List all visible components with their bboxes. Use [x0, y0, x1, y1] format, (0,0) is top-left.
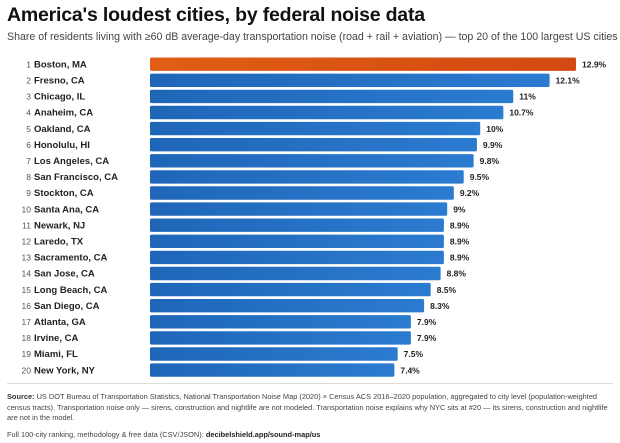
value-label: 8.9%	[450, 253, 470, 263]
city-label: Atlanta, GA	[34, 317, 86, 328]
value-label: 10%	[486, 124, 503, 134]
chart-subtitle: Share of residents living with ≥60 dB av…	[7, 31, 618, 43]
rank-number: 19	[22, 349, 32, 359]
city-label: Irvine, CA	[34, 333, 78, 344]
bar	[150, 138, 477, 152]
value-label: 7.4%	[400, 365, 420, 375]
value-label: 8.8%	[447, 269, 467, 279]
city-label: San Francisco, CA	[34, 172, 118, 183]
city-label: Miami, FL	[34, 349, 78, 360]
city-label: Stockton, CA	[34, 188, 94, 199]
city-label: Laredo, TX	[34, 237, 84, 248]
city-label: New York, NY	[34, 365, 96, 376]
full-ranking-text: Full 100-city ranking, methodology & fre…	[7, 430, 204, 439]
bar	[150, 202, 448, 216]
value-label: 12.1%	[556, 76, 581, 86]
value-label: 9.8%	[480, 156, 500, 166]
bar	[150, 234, 444, 248]
data-link[interactable]: decibelshield.app/sound-map/us	[205, 430, 321, 439]
value-label: 8.9%	[450, 220, 470, 230]
bar	[150, 73, 550, 87]
city-label: Honolulu, HI	[34, 140, 90, 151]
bar	[150, 186, 454, 200]
bar-highlight	[150, 57, 576, 71]
bar	[150, 299, 425, 313]
value-label: 8.9%	[450, 237, 470, 247]
bar	[150, 89, 514, 104]
rank-number: 15	[22, 285, 32, 295]
city-label: Santa Ana, CA	[34, 204, 99, 215]
rank-number: 17	[22, 317, 32, 327]
value-label: 9.5%	[470, 172, 490, 182]
value-label: 9%	[453, 204, 466, 214]
rank-number: 20	[22, 365, 32, 375]
city-label: Sacramento, CA	[34, 253, 108, 264]
rank-number: 3	[26, 92, 31, 102]
rank-number: 7	[26, 156, 31, 166]
rank-number: 12	[22, 237, 32, 247]
bar	[150, 250, 444, 265]
full-ranking-note: Full 100-city ranking, methodology & fre…	[7, 430, 613, 439]
rank-number: 4	[26, 108, 31, 118]
value-label: 9.9%	[483, 140, 503, 150]
rank-number: 6	[26, 140, 31, 150]
chart-title: America's loudest cities, by federal noi…	[7, 4, 425, 26]
bar	[150, 154, 474, 168]
city-label: Chicago, IL	[34, 92, 85, 103]
bar	[150, 363, 395, 377]
rank-number: 9	[26, 188, 31, 198]
city-label: Fresno, CA	[34, 76, 85, 87]
rank-number: 2	[26, 76, 31, 86]
city-label: Newark, NJ	[34, 220, 85, 231]
rank-number: 14	[22, 269, 32, 279]
value-label: 7.9%	[417, 317, 437, 327]
bar-chart: 1 Boston, MA 12.9% 2 Fresno, CA 12.1% 3 Chicago…	[22, 57, 607, 377]
source-text: US DOT Bureau of Transportation Statisti…	[7, 392, 608, 423]
bar	[150, 170, 464, 184]
rank-number: 10	[22, 204, 32, 214]
value-label: 8.5%	[437, 285, 457, 295]
bar	[150, 282, 431, 297]
rank-number: 11	[22, 220, 31, 230]
rank-number: 1	[26, 59, 31, 69]
bar	[150, 266, 441, 281]
city-label: Boston, MA	[34, 59, 87, 70]
value-label: 12.9%	[582, 59, 607, 69]
footer-divider	[7, 383, 613, 384]
value-label: 7.5%	[404, 349, 424, 359]
source-note: Source: US DOT Bureau of Transportation …	[7, 392, 613, 424]
value-label: 10.7%	[509, 108, 534, 118]
rank-number: 8	[26, 172, 31, 182]
bar	[150, 347, 398, 361]
city-label: Long Beach, CA	[34, 285, 108, 296]
city-label: Los Angeles, CA	[34, 156, 109, 167]
value-label: 11%	[519, 92, 536, 102]
city-label: Oakland, CA	[34, 124, 91, 135]
bar	[150, 121, 481, 136]
city-label: San Diego, CA	[34, 301, 100, 312]
value-label: 8.3%	[430, 301, 450, 311]
value-label: 7.9%	[417, 333, 437, 343]
rank-number: 16	[22, 301, 32, 311]
bar	[150, 331, 411, 345]
bar	[150, 105, 504, 120]
bar	[150, 315, 411, 329]
value-label: 9.2%	[460, 188, 480, 198]
rank-number: 18	[22, 333, 32, 343]
source-label: Source:	[7, 392, 35, 401]
bar	[150, 218, 444, 232]
city-label: San Jose, CA	[34, 269, 95, 280]
rank-number: 13	[22, 253, 32, 263]
city-label: Anaheim, CA	[34, 108, 93, 119]
rank-number: 5	[26, 124, 31, 134]
